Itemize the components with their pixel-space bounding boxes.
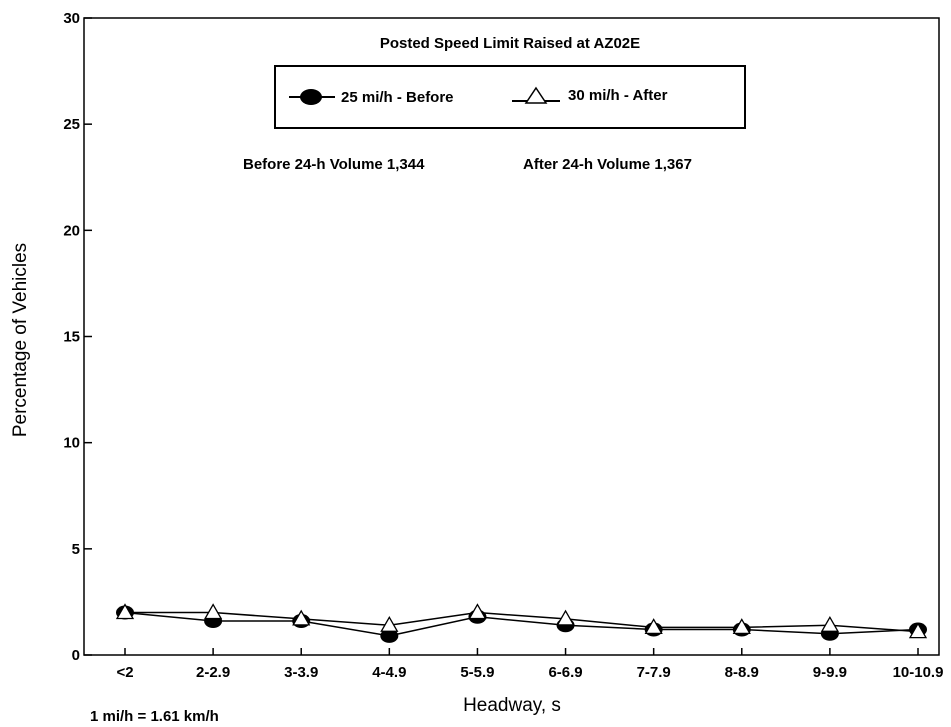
y-axis: 0 5 10 15 20 25 30: [63, 10, 92, 664]
x-tick-label: 8-8.9: [725, 664, 759, 681]
legend-marker-after: [524, 86, 548, 104]
unit-conversion-note: 1 mi/h = 1.61 km/h: [90, 708, 219, 725]
data-point-after: [468, 603, 487, 620]
data-point-after: [644, 618, 663, 635]
x-tick-label: 7-7.9: [637, 664, 671, 681]
data-point-before: [380, 628, 399, 643]
y-axis-title: Percentage of Vehicles: [10, 243, 31, 437]
x-tick-label: 10-10.9: [893, 664, 944, 681]
y-tick-label: 15: [63, 329, 80, 346]
data-point-after: [203, 603, 223, 620]
legend-marker-before: [300, 89, 322, 105]
y-tick-label: 25: [63, 116, 80, 133]
x-axis: <2 2-2.9 3-3.9 4-4.9 5-5.9 6-6.9 7-7.9 8-8.9 9-9…: [116, 648, 943, 681]
data-point-after: [820, 615, 840, 632]
data-point-after: [292, 609, 311, 626]
x-tick-label: <2: [116, 664, 133, 681]
data-point-after: [115, 603, 135, 620]
x-tick-label: 4-4.9: [372, 664, 406, 681]
series-line-before: [124, 611, 919, 637]
x-axis-title: Headway, s: [463, 695, 561, 716]
y-tick-label: 0: [72, 647, 80, 664]
legend-label-after: 30 mi/h - After: [568, 87, 668, 104]
data-point-after: [380, 615, 399, 632]
legend: 25 mi/h - Before 30 mi/h - After: [274, 65, 746, 129]
y-tick-label: 10: [63, 435, 80, 452]
series-line-after: [125, 611, 919, 633]
data-point-after: [556, 609, 575, 626]
series-layer: [115, 603, 928, 643]
x-tick-label: 3-3.9: [284, 664, 318, 681]
chart-title: Posted Speed Limit Raised at AZ02E: [380, 35, 640, 52]
x-tick-label: 5-5.9: [460, 664, 494, 681]
data-point-after: [908, 622, 928, 639]
before-volume-note: Before 24-h Volume 1,344: [243, 156, 425, 173]
y-tick-label: 30: [63, 10, 80, 27]
x-tick-label: 9-9.9: [813, 664, 847, 681]
x-tick-label: 2-2.9: [196, 664, 230, 681]
x-tick-label: 6-6.9: [548, 664, 582, 681]
y-tick-label: 5: [72, 541, 80, 558]
legend-box: [274, 65, 746, 129]
legend-label-before: 25 mi/h - Before: [341, 89, 454, 106]
y-tick-label: 20: [63, 222, 80, 239]
after-volume-note: After 24-h Volume 1,367: [523, 156, 692, 173]
data-point-after: [732, 618, 751, 635]
